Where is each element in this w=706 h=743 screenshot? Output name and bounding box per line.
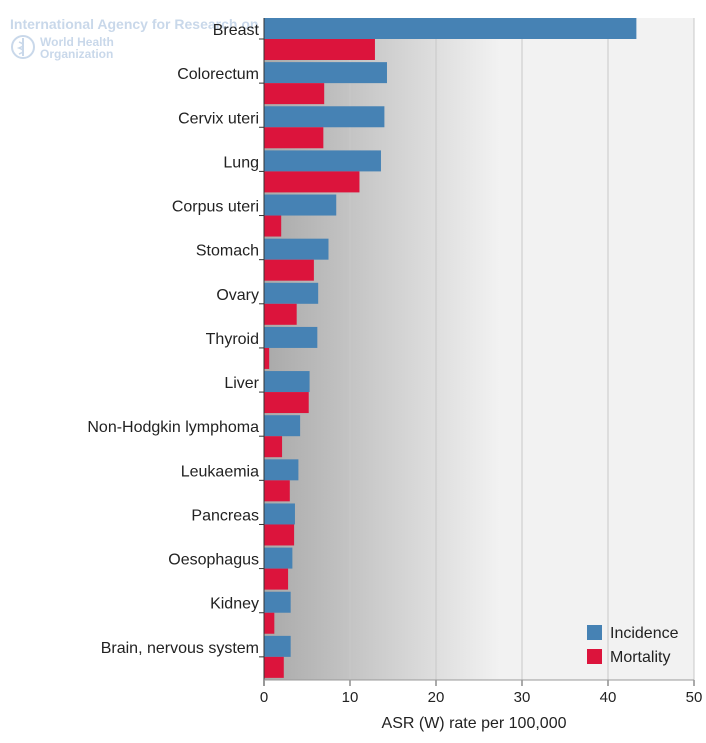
x-tick-label: 50 [686, 689, 703, 706]
grid-lines [349, 18, 695, 680]
x-axis: 0 10 20 30 40 50 [259, 18, 702, 706]
bar-incidence [264, 282, 319, 304]
bar-incidence [264, 194, 337, 216]
category-label: Stomach [196, 243, 259, 260]
category-label: Oesophagus [168, 552, 259, 569]
bar-incidence [264, 106, 385, 128]
bar-mortality [264, 612, 275, 634]
legend-label-mortality: Mortality [610, 649, 670, 666]
bar-incidence [264, 415, 301, 437]
bar-mortality [264, 568, 289, 590]
category-label: Kidney [210, 596, 259, 613]
x-tick-label: 30 [514, 689, 531, 706]
bar-incidence [264, 238, 329, 260]
x-axis-title: ASR (W) rate per 100,000 [382, 715, 567, 732]
bar-incidence [264, 547, 293, 569]
watermark-agency-text: International Agency for Research on [10, 16, 259, 32]
category-label: Corpus uteri [172, 199, 259, 216]
bar-mortality [264, 392, 309, 414]
category-label: Colorectum [177, 66, 259, 83]
bar-mortality [264, 480, 290, 502]
bar-mortality [264, 347, 270, 369]
bar-incidence [264, 591, 291, 613]
who-emblem-icon [11, 35, 35, 59]
bar-incidence [264, 150, 381, 172]
x-tick-label: 0 [260, 689, 268, 706]
category-label: Cervix uteri [178, 110, 259, 127]
bar-incidence [264, 371, 310, 393]
category-label: Non-Hodgkin lymphoma [87, 419, 259, 436]
category-label: Ovary [216, 287, 259, 304]
bar-incidence [264, 635, 291, 657]
category-label: Lung [223, 154, 259, 171]
x-tick-label: 20 [428, 689, 445, 706]
watermark: International Agency for Research on Wor… [10, 16, 259, 60]
legend: Incidence Mortality [587, 625, 679, 666]
legend-swatch-incidence [587, 625, 602, 640]
category-label: Leukaemia [181, 463, 259, 480]
bar-mortality [264, 436, 283, 458]
bar-mortality [264, 259, 314, 281]
bar-incidence [264, 459, 299, 481]
bar-mortality [264, 215, 282, 237]
legend-swatch-mortality [587, 649, 602, 664]
bars [264, 18, 637, 678]
category-label: Brain, nervous system [101, 640, 259, 657]
bar-incidence [264, 326, 318, 348]
plot-background [264, 18, 694, 680]
bar-mortality [264, 524, 295, 546]
bar-mortality [264, 303, 297, 325]
category-label: Thyroid [206, 331, 259, 348]
watermark-org: World Health Organization [10, 34, 130, 60]
category-label: Breast [213, 22, 260, 39]
bar-incidence [264, 18, 637, 39]
x-tick-label: 10 [342, 689, 359, 706]
bar-mortality [264, 656, 284, 678]
category-label: Pancreas [191, 507, 259, 524]
category-label: Liver [224, 375, 259, 392]
bar-incidence [264, 62, 387, 84]
x-tick-label: 40 [600, 689, 617, 706]
bar-mortality [264, 171, 360, 193]
bar-mortality [264, 39, 375, 60]
category-labels: Breast Colorectum Cervix uteri Lung Corpus u… [87, 22, 259, 657]
watermark-org-text: World Health Organization [40, 35, 114, 61]
legend-label-incidence: Incidence [610, 625, 679, 642]
bar-mortality [264, 83, 325, 105]
bar-incidence [264, 503, 295, 525]
bar-mortality [264, 127, 324, 149]
